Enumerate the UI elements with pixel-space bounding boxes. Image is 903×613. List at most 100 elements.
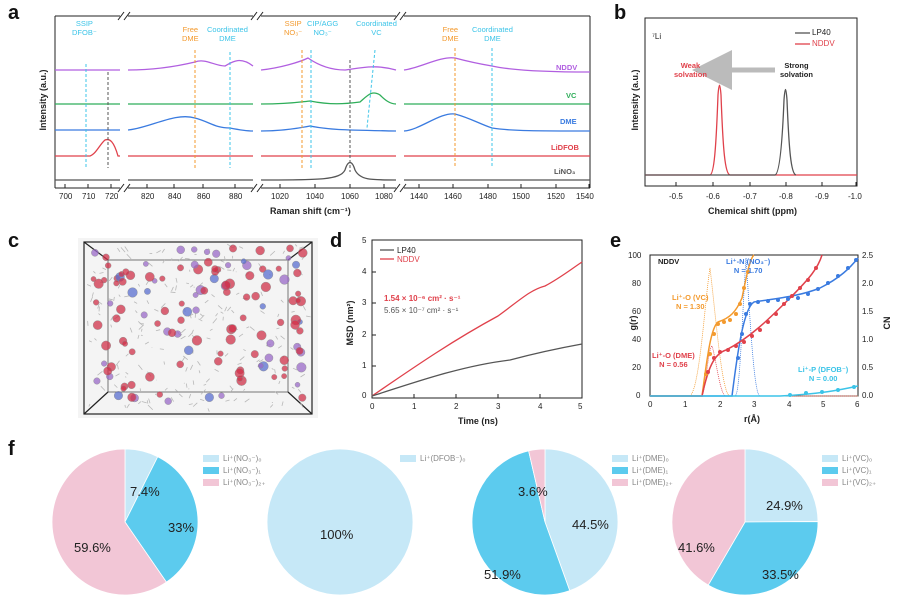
series-vc bbox=[55, 92, 590, 105]
ion-atom bbox=[212, 249, 221, 258]
ion-atom bbox=[239, 314, 247, 322]
solvent-bond bbox=[186, 282, 190, 285]
solvent-bond bbox=[192, 380, 195, 385]
solvent-bond bbox=[161, 248, 165, 253]
ion-atom bbox=[176, 360, 184, 369]
solvent-bond bbox=[117, 364, 119, 370]
solvent-bond bbox=[200, 314, 205, 320]
tick: 840 bbox=[168, 192, 182, 201]
solvent-bond bbox=[145, 280, 149, 286]
solvent-bond bbox=[163, 361, 165, 365]
cn-marker-2-0 bbox=[706, 370, 710, 374]
solvent-bond bbox=[198, 370, 201, 374]
solvent-bond bbox=[99, 301, 103, 305]
ion-atom bbox=[296, 327, 304, 335]
tick: 80 bbox=[632, 279, 641, 288]
cn-marker-2-11 bbox=[790, 294, 794, 298]
pie1-pct-0: 7.4% bbox=[130, 484, 160, 499]
tick: 1020 bbox=[271, 192, 289, 201]
solvent-bond bbox=[212, 318, 218, 324]
tick: 0 bbox=[362, 391, 367, 400]
cn-marker-0-4 bbox=[722, 320, 726, 324]
solvent-bond bbox=[99, 272, 104, 274]
msd-legend-nddv: NDDV bbox=[397, 255, 420, 264]
ion-atom bbox=[118, 277, 127, 286]
cn-marker-1-13 bbox=[846, 266, 850, 270]
cn-marker-3-4 bbox=[852, 385, 856, 389]
ion-atom bbox=[191, 335, 203, 346]
ion-atom bbox=[211, 265, 219, 273]
pie3-legend-2: Li⁺(DME)₂₊ bbox=[632, 477, 673, 487]
cn-marker-1-8 bbox=[796, 296, 800, 300]
solvent-bond bbox=[126, 403, 130, 409]
solvent-bond bbox=[290, 347, 294, 350]
solvent-bond bbox=[211, 294, 215, 298]
tick: -0.8 bbox=[779, 192, 793, 201]
ion-atom bbox=[292, 260, 300, 269]
panel-label-a: a bbox=[8, 2, 20, 24]
ion-atom bbox=[298, 393, 307, 402]
ion-atom bbox=[167, 328, 177, 338]
ion-atom bbox=[294, 382, 301, 388]
annot-coord-dme: Coordinated DME bbox=[207, 25, 248, 43]
solvent-bond bbox=[270, 404, 274, 408]
solvent-bond bbox=[108, 298, 113, 301]
ion-atom bbox=[143, 261, 149, 267]
solvent-bond bbox=[137, 283, 140, 287]
solvent-bond bbox=[124, 246, 129, 252]
solvent-bond bbox=[200, 389, 206, 395]
solvent-bond bbox=[147, 404, 154, 411]
panel-d-xlabel: Time (ns) bbox=[458, 416, 498, 426]
ion-atom bbox=[245, 271, 255, 281]
ion-atom bbox=[127, 380, 136, 389]
msd-lp40 bbox=[371, 343, 583, 397]
series-label-nddv: NDDV bbox=[556, 63, 578, 72]
solvent-bond bbox=[192, 402, 198, 407]
pie1-legend: Li⁺(NO₃⁻)₀ Li⁺(NO₃⁻)₁ Li⁺(NO₃⁻)₂₊ bbox=[203, 452, 266, 488]
pie3-pct-2: 3.6% bbox=[518, 484, 548, 499]
solvent-bond bbox=[129, 327, 133, 333]
cn-marker-2-8 bbox=[766, 320, 770, 324]
solvent-bond bbox=[231, 309, 235, 314]
solvent-bond bbox=[214, 368, 219, 372]
cn-marker-2-4 bbox=[734, 344, 738, 348]
tick: 1060 bbox=[341, 192, 359, 201]
cn-marker-2-7 bbox=[758, 328, 762, 332]
ion-atom bbox=[250, 350, 259, 359]
annot-coord-vc: Coordinated VC bbox=[356, 19, 397, 37]
solvent-bond bbox=[108, 276, 113, 282]
pie4-pct-1: 33.5% bbox=[762, 567, 799, 582]
tick: -0.7 bbox=[743, 192, 757, 201]
cn-marker-2-13 bbox=[806, 278, 810, 282]
panel-a-plot bbox=[54, 11, 591, 193]
cn-marker-3-3 bbox=[836, 388, 840, 392]
tick: 100 bbox=[628, 251, 642, 260]
solvent-bond bbox=[188, 393, 192, 399]
cn-marker-0-5 bbox=[728, 318, 732, 322]
solvent-bond bbox=[299, 246, 304, 249]
solvent-bond bbox=[97, 370, 103, 376]
solvent-bond bbox=[306, 315, 311, 318]
tick: -1.0 bbox=[848, 192, 862, 201]
pie4-legend: Li⁺(VC)₀ Li⁺(VC)₁ Li⁺(VC)₂₊ bbox=[822, 452, 876, 488]
label-strong-solvation: Strong solvation bbox=[780, 61, 813, 79]
pie4-slice-0 bbox=[744, 448, 819, 523]
series-label-lino3: LiNO₃ bbox=[554, 167, 576, 176]
solvent-bond bbox=[141, 328, 143, 332]
solvent-bond bbox=[303, 306, 306, 311]
solvent-bond bbox=[113, 384, 118, 388]
ion-atom bbox=[256, 330, 267, 341]
annot-cip-agg: CIP/AGG NO₃⁻ bbox=[307, 19, 339, 37]
ion-atom bbox=[90, 276, 97, 282]
ion-atom bbox=[102, 253, 110, 261]
solvent-bond bbox=[276, 327, 280, 330]
solvent-bond bbox=[219, 266, 225, 270]
label-li-n-no3: Li⁺-N (NO₃⁻) N = 1.70 bbox=[726, 257, 771, 275]
solvent-bond bbox=[274, 391, 279, 395]
ion-atom bbox=[101, 360, 108, 367]
label-li-o-vc: Li⁺-O (VC) N = 1.30 bbox=[672, 293, 709, 311]
solvent-bond bbox=[239, 246, 244, 249]
solvent-bond bbox=[90, 296, 93, 302]
solvent-bond bbox=[215, 313, 218, 317]
ion-atom bbox=[271, 374, 278, 380]
